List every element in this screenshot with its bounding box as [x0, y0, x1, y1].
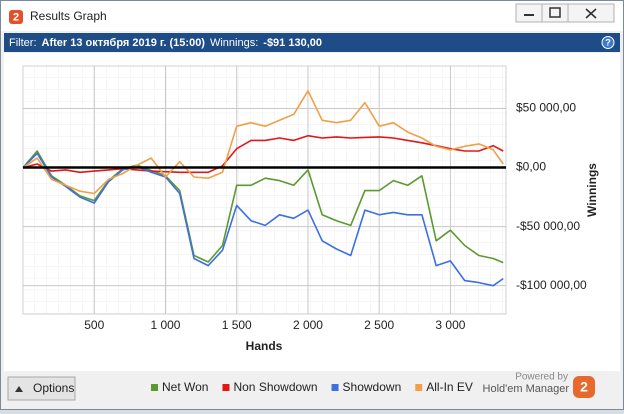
brand-logo: 2: [580, 379, 588, 395]
legend-swatch: [151, 384, 158, 391]
plot-area: [22, 65, 507, 315]
close-icon: [585, 8, 597, 19]
options-button[interactable]: [7, 376, 76, 401]
legend-label: Non Showdown: [233, 380, 317, 394]
x-tick-label: 1 500: [222, 318, 252, 332]
window-title: Results Graph: [30, 9, 107, 23]
winnings-value: -$91 130,00: [263, 37, 322, 49]
maximize-icon: [549, 7, 561, 18]
options-arrow: [15, 386, 23, 392]
app-logo: 2: [13, 11, 19, 23]
x-tick-label: 2 000: [293, 318, 323, 332]
brand-name: Hold'em Manager: [483, 383, 570, 395]
filter-label: Filter:: [9, 37, 37, 49]
y-tick-label: -$50 000,00: [516, 219, 580, 233]
y-tick-label: $0,00: [516, 160, 546, 174]
series-line: [22, 90, 504, 195]
minimize-button[interactable]: [515, 3, 543, 23]
legend-label: Net Won: [162, 380, 208, 394]
plot: 500 1 000 1 500 2 000 2 500 3 000 $50 000,00 $0…: [22, 66, 587, 332]
x-tick-label: 500: [84, 318, 104, 332]
brand-icon: [573, 376, 595, 398]
legend-swatch: [415, 384, 423, 391]
winnings-label: Winnings:: [210, 37, 258, 49]
filter-value: After 13 октября 2019 г. (15:00): [42, 37, 206, 49]
x-tick-label: 1 000: [150, 318, 180, 332]
legend-label: All-In EV: [426, 380, 473, 394]
app-icon: [9, 10, 23, 24]
legend-label: Showdown: [343, 380, 402, 394]
legend-swatch: [331, 384, 339, 391]
legend-swatch: [222, 384, 230, 391]
powered-by: Powered by: [515, 372, 568, 383]
help-icon[interactable]: [601, 36, 615, 49]
y-tick-label: $50 000,00: [516, 101, 576, 115]
x-tick-label: 2 500: [364, 318, 394, 332]
series-line: [22, 134, 504, 174]
options-label: Options: [33, 381, 74, 395]
y-axis-title: Winnings: [585, 163, 599, 217]
x-axis-title: Hands: [246, 339, 283, 353]
x-tick-label: 3 000: [435, 318, 465, 332]
legend: Net Won Non Showdown Showdown All-In EV: [151, 380, 473, 394]
filter-bar: [4, 33, 620, 52]
help-text: ?: [605, 37, 611, 47]
y-tick-label: -$100 000,00: [516, 278, 587, 292]
series-line: [22, 152, 504, 287]
series-line: [22, 150, 504, 264]
maximize-button[interactable]: [541, 3, 569, 23]
